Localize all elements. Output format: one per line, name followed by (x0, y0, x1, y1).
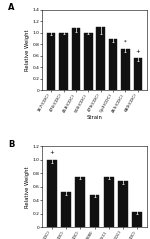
Bar (134, 59, 142, 90)
Bar (90, 195, 99, 227)
Bar (109, 39, 117, 90)
Bar (61, 192, 71, 227)
Bar (121, 49, 130, 90)
Text: A: A (8, 3, 15, 12)
Bar (118, 181, 128, 227)
X-axis label: Strain: Strain (87, 114, 102, 120)
Bar (132, 212, 142, 227)
Bar (96, 27, 105, 90)
Bar (84, 33, 93, 90)
Bar (75, 177, 85, 227)
Y-axis label: Relative Weight: Relative Weight (25, 29, 30, 71)
Bar (47, 33, 56, 90)
Text: B: B (8, 140, 15, 149)
Bar (72, 28, 80, 90)
Text: +: + (135, 49, 140, 54)
Bar (47, 160, 57, 227)
Bar (59, 33, 68, 90)
Y-axis label: Relative Weight: Relative Weight (25, 166, 30, 208)
Text: *: * (124, 39, 127, 44)
Bar (104, 177, 114, 227)
Text: +: + (49, 150, 54, 155)
